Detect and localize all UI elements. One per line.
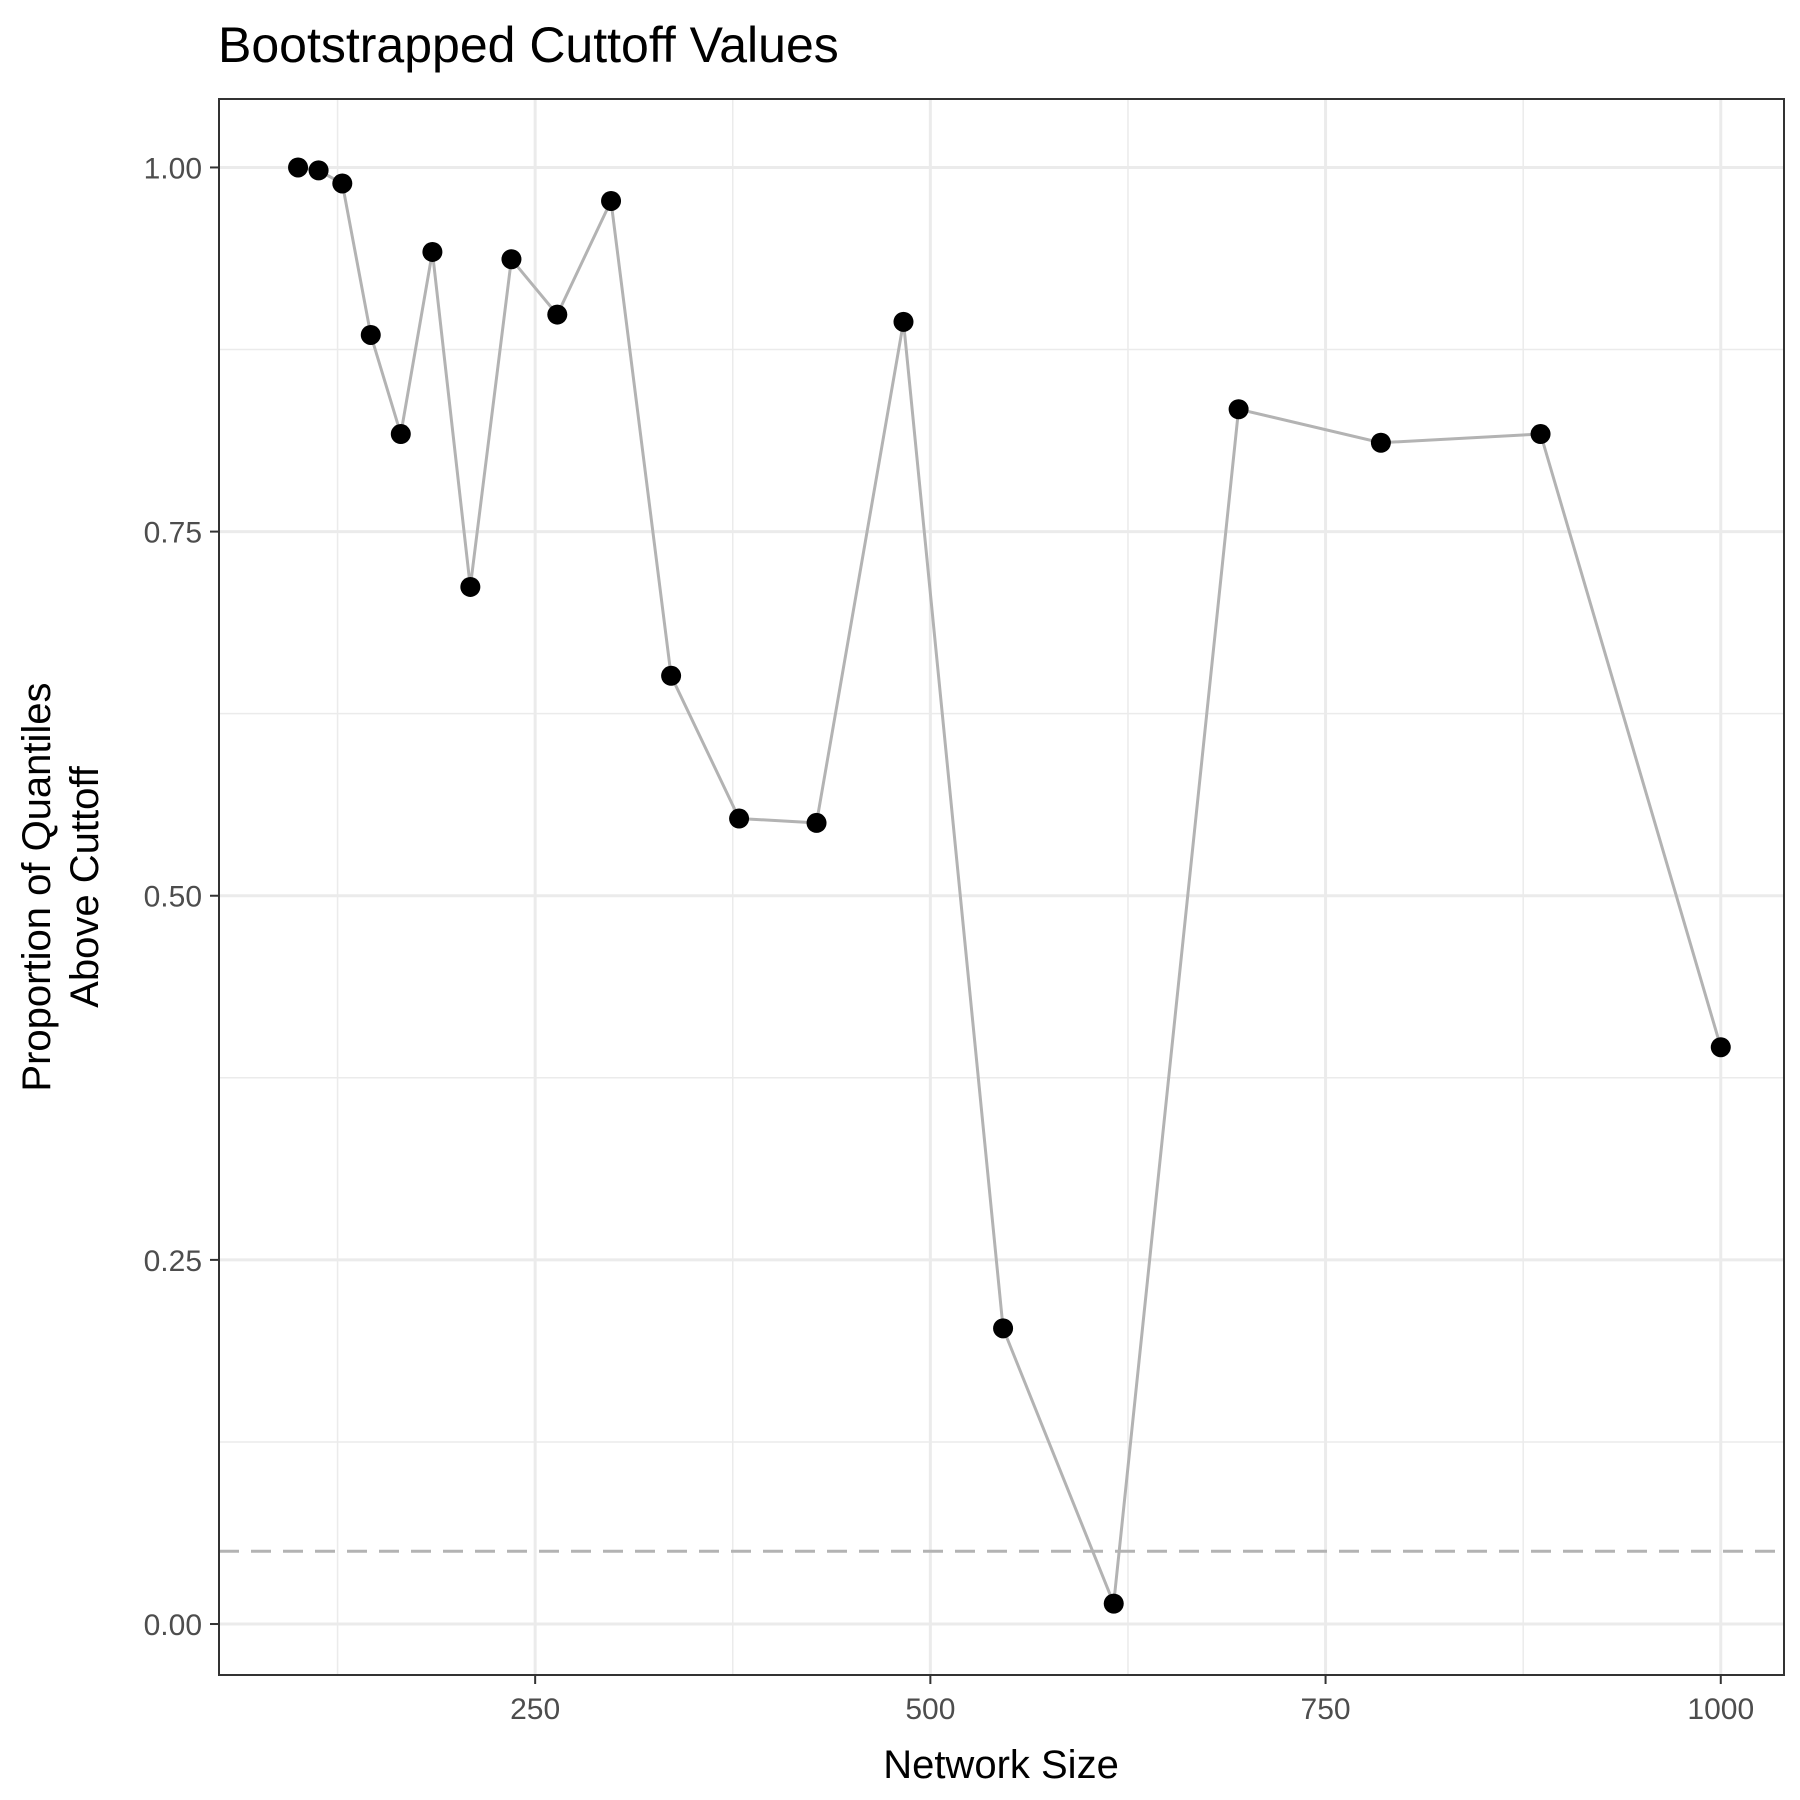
series-line-group (297, 166, 1723, 1605)
y-tick-label: 1.00 (144, 152, 202, 185)
x-tick-label: 750 (1301, 1693, 1351, 1726)
y-tick-label: 0.50 (144, 881, 202, 914)
axis-ticks: 250 500 750 1000 0.00 0.25 0.50 0.75 1.00 (144, 152, 1755, 1726)
data-point (1103, 1593, 1124, 1614)
data-point (601, 190, 622, 211)
y-axis-title: Proportion of Quantiles Above Cuttoff (15, 682, 107, 1091)
series-line (297, 166, 1723, 1605)
plot-panel (218, 98, 1785, 1676)
y-axis-title-line-2: Above Cuttoff (63, 765, 107, 1008)
data-point (422, 241, 443, 262)
grid (219, 99, 1784, 1675)
data-point (547, 304, 568, 325)
y-tick-label: 0.00 (144, 1609, 202, 1642)
data-point (308, 160, 329, 181)
data-point (993, 1318, 1014, 1339)
data-point (501, 249, 522, 270)
data-point (390, 424, 411, 445)
data-point (332, 173, 353, 194)
data-points (288, 157, 1731, 1614)
data-point (893, 311, 914, 332)
data-point (729, 808, 750, 829)
y-tick-label: 0.75 (144, 517, 202, 550)
data-point (661, 665, 682, 686)
data-point (806, 812, 827, 833)
x-tick-label: 1000 (1687, 1693, 1754, 1726)
y-tick-label: 0.25 (144, 1245, 202, 1278)
data-point (460, 576, 481, 597)
x-axis-title: Network Size (883, 1743, 1119, 1787)
x-tick-label: 500 (905, 1693, 955, 1726)
y-axis-title-line-1: Proportion of Quantiles (15, 682, 59, 1091)
data-point (1370, 432, 1391, 453)
data-point (1710, 1037, 1731, 1058)
chart-title: Bootstrapped Cuttoff Values (218, 17, 839, 73)
data-point (288, 157, 309, 178)
data-point (1228, 399, 1249, 420)
data-point (1530, 424, 1551, 445)
data-point (360, 324, 381, 345)
x-tick-label: 250 (510, 1693, 560, 1726)
